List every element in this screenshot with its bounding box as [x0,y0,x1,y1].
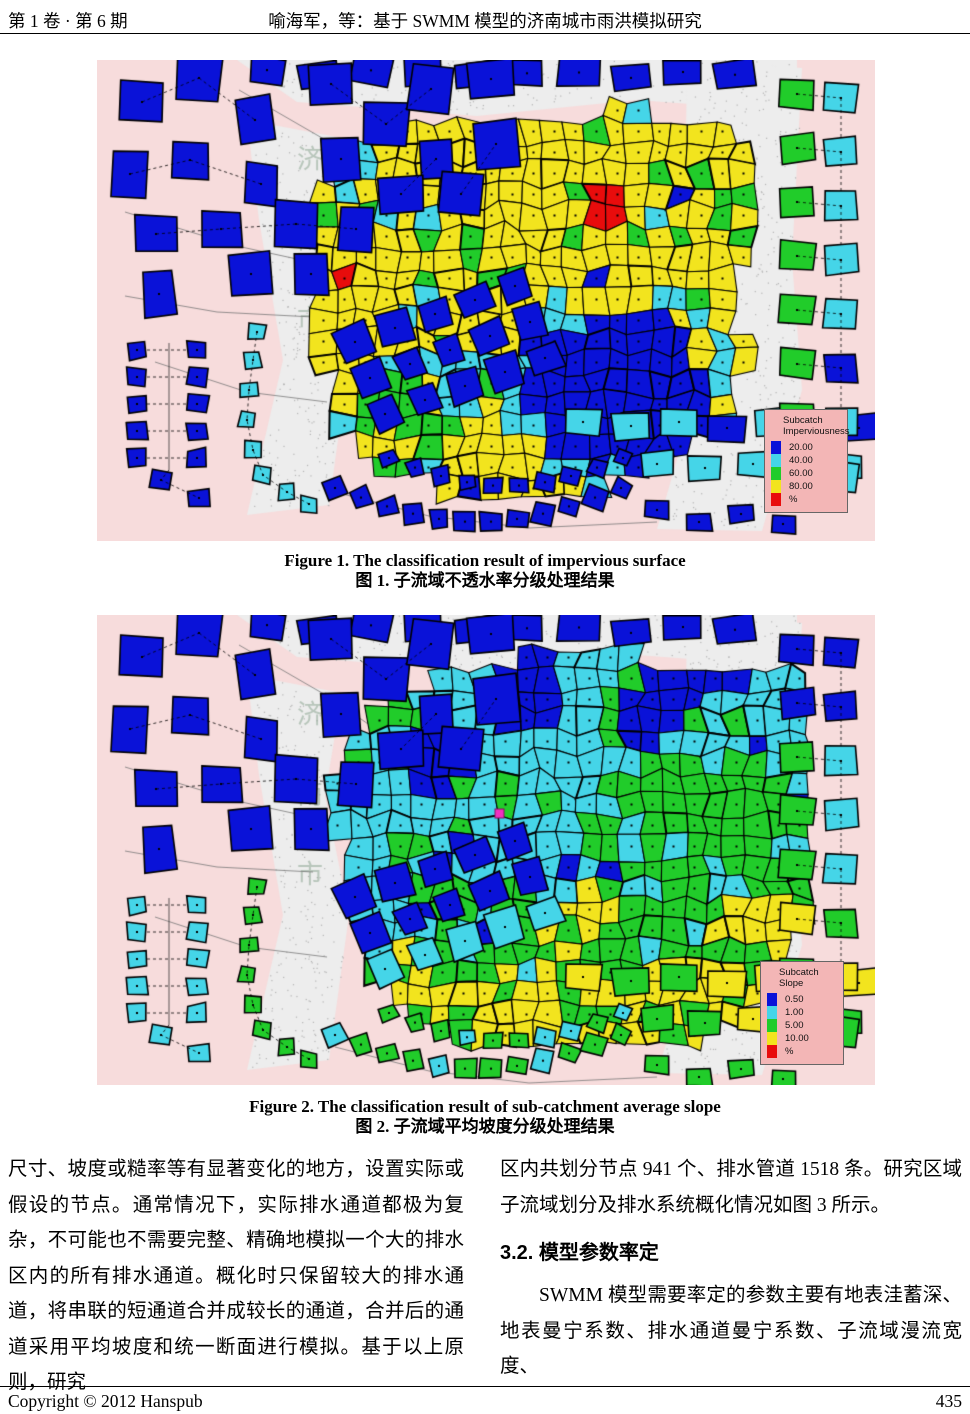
copyright-text: Copyright © 2012 Hanspub [8,1391,203,1411]
legend-swatch [767,1019,777,1032]
legend-swatch [767,1032,777,1045]
figure2-caption: Figure 2. The classification result of s… [0,1097,970,1137]
figure2-legend: Subcatch Slope 0.50 1.00 5.00 10.00% [760,961,844,1065]
page-header: 第 1 卷 · 第 6 期 喻海军，等：基于 SWMM 模型的济南城市雨洪模拟研… [8,6,962,32]
legend-label: 5.00 [785,1020,804,1031]
legend-label: % [789,494,798,505]
journal-issue: 第 1 卷 · 第 6 期 [8,11,128,31]
legend-title-line1: Subcatch [779,967,819,978]
legend-swatch [767,993,777,1006]
legend-item: % [771,493,841,506]
legend-item: 20.00 [771,441,841,454]
legend-item: 1.00 [767,1006,837,1019]
legend-swatch [771,493,781,506]
running-title: 喻海军，等：基于 SWMM 模型的济南城市雨洪模拟研究 [268,11,702,31]
legend-swatch [771,441,781,454]
paragraph: 尺寸、坡度或糙率等有显著变化的地方，设置实际或假设的节点。通常情况下，实际排水通… [8,1159,464,1393]
legend-label: 0.50 [785,994,804,1005]
legend-swatch [771,480,781,493]
figure1-map-canvas [97,60,875,541]
body-right-column: 区内共划分节点 941 个、排水管道 1518 条。研究区域子流域划分及排水系统… [500,1152,962,1385]
figure1-caption-en: Figure 1. The classification result of i… [284,551,686,570]
figure2-map-canvas [97,615,875,1085]
legend-title-line2: Imperviousness [783,426,850,437]
paragraph: SWMM 模型需要率定的参数主要有地表洼蓄深、地表曼宁系数、排水通道曼宁系数、子… [500,1285,962,1377]
legend-swatch [767,1045,777,1058]
page-number: 435 [935,1391,962,1411]
legend-swatch [767,1006,777,1019]
header-rule [0,33,970,34]
legend-label: 80.00 [789,481,813,492]
section-heading: 3.2. 模型参数率定 [500,1242,659,1264]
figure2-caption-zh: 图 2. 子流域平均坡度分级处理结果 [355,1117,615,1136]
legend-title: Subcatch Imperviousness [783,415,850,437]
legend-label: 10.00 [785,1033,809,1044]
legend-label: 60.00 [789,468,813,479]
figure2: Subcatch Slope 0.50 1.00 5.00 10.00% [97,615,875,1085]
legend-rows: 20.00 40.00 60.00 80.00% [771,441,841,506]
legend-item: 40.00 [771,454,841,467]
legend-swatch [771,467,781,480]
figure2-caption-en: Figure 2. The classification result of s… [249,1097,721,1116]
legend-label: 1.00 [785,1007,804,1018]
figure1-legend: Subcatch Imperviousness 20.00 40.00 60.00 8… [764,409,850,513]
page-footer: Copyright © 2012 Hanspub 435 [8,1391,962,1413]
legend-item: 0.50 [767,993,837,1006]
body-left-column: 尺寸、坡度或糙率等有显著变化的地方，设置实际或假设的节点。通常情况下，实际排水通… [8,1152,464,1401]
figure1-caption-zh: 图 1. 子流域不透水率分级处理结果 [355,571,615,590]
figure1: Subcatch Imperviousness 20.00 40.00 60.00 8… [97,60,875,541]
legend-item: % [767,1045,837,1058]
legend-title: Subcatch Slope [779,967,837,989]
figure1-caption: Figure 1. The classification result of i… [0,551,970,591]
legend-label: % [785,1046,794,1057]
legend-item: 80.00 [771,480,841,493]
legend-label: 40.00 [789,455,813,466]
legend-title-line1: Subcatch [783,415,823,426]
footer-rule [0,1386,970,1387]
legend-title-line2: Slope [779,978,804,989]
legend-rows: 0.50 1.00 5.00 10.00% [767,993,837,1058]
legend-item: 10.00 [767,1032,837,1045]
legend-label: 20.00 [789,442,813,453]
legend-swatch [771,454,781,467]
legend-item: 5.00 [767,1019,837,1032]
legend-item: 60.00 [771,467,841,480]
paragraph: 区内共划分节点 941 个、排水管道 1518 条。研究区域子流域划分及排水系统… [500,1159,962,1216]
